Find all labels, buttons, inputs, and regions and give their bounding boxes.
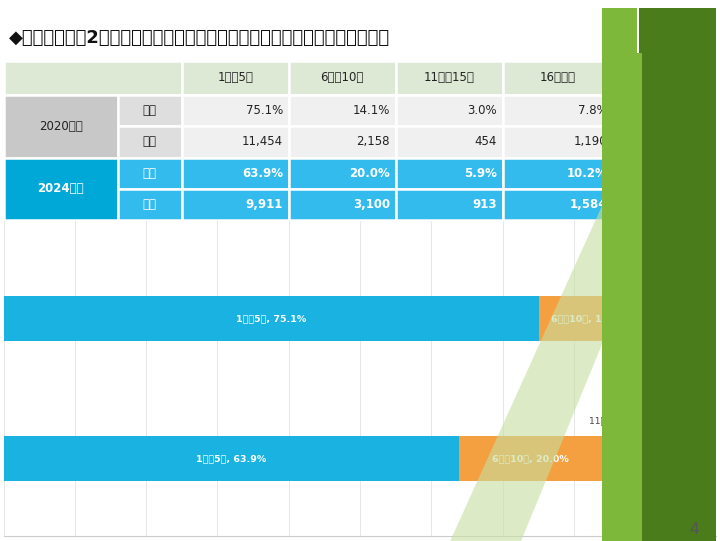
- Text: 14.1%: 14.1%: [353, 104, 390, 117]
- Text: 75.1%: 75.1%: [246, 104, 283, 117]
- Text: 10.2%: 10.2%: [567, 167, 608, 180]
- FancyBboxPatch shape: [117, 95, 181, 126]
- FancyBboxPatch shape: [396, 61, 503, 95]
- Text: 1,190: 1,190: [574, 135, 608, 148]
- Text: 3,100: 3,100: [353, 198, 390, 211]
- FancyBboxPatch shape: [289, 61, 396, 95]
- FancyBboxPatch shape: [181, 95, 289, 126]
- Text: 6回～10回: 6回～10回: [320, 71, 364, 84]
- FancyBboxPatch shape: [396, 189, 503, 220]
- FancyBboxPatch shape: [4, 61, 181, 95]
- Text: 63.9%: 63.9%: [242, 167, 283, 180]
- FancyBboxPatch shape: [503, 95, 613, 126]
- Text: 5.9%: 5.9%: [464, 167, 497, 180]
- Text: 16回以上: 16回以上: [540, 71, 576, 84]
- Text: 9,911: 9,911: [246, 198, 283, 211]
- Text: 16回以上, 10.2%: 16回以上, 10.2%: [649, 454, 711, 463]
- Bar: [639, 296, 661, 341]
- FancyBboxPatch shape: [289, 95, 396, 126]
- FancyBboxPatch shape: [603, 52, 642, 229]
- FancyBboxPatch shape: [4, 95, 117, 157]
- Text: 3.0%: 3.0%: [467, 104, 497, 117]
- Text: 11回～15回: 11回～15回: [423, 71, 474, 84]
- Text: 454: 454: [474, 135, 497, 148]
- FancyBboxPatch shape: [396, 126, 503, 157]
- FancyBboxPatch shape: [603, 8, 636, 61]
- Text: 件数: 件数: [143, 135, 157, 148]
- FancyBboxPatch shape: [639, 52, 716, 229]
- Text: 20.0%: 20.0%: [349, 167, 390, 180]
- FancyBboxPatch shape: [289, 126, 396, 157]
- Text: 7.8%: 7.8%: [577, 104, 608, 117]
- Text: 16回以上, 7.8%: 16回以上, 7.8%: [660, 314, 716, 323]
- FancyBboxPatch shape: [117, 189, 181, 220]
- Bar: [539, 296, 639, 341]
- FancyBboxPatch shape: [503, 189, 613, 220]
- Polygon shape: [446, 205, 660, 541]
- Text: 6回～10回, 20.0%: 6回～10回, 20.0%: [492, 454, 569, 463]
- FancyBboxPatch shape: [503, 157, 613, 189]
- Text: 4: 4: [689, 522, 698, 537]
- Text: 6回～10回, 14.1%: 6回～10回, 14.1%: [551, 314, 628, 323]
- FancyBboxPatch shape: [396, 95, 503, 126]
- Bar: [4, 296, 539, 341]
- Text: ◆あなたは直近2年以内で迷惑行為の被害にどの位あったことがありますか。: ◆あなたは直近2年以内で迷惑行為の被害にどの位あったことがありますか。: [9, 29, 390, 47]
- Text: 913: 913: [472, 198, 497, 211]
- Text: 2024年度: 2024年度: [37, 182, 84, 195]
- Text: 2,158: 2,158: [356, 135, 390, 148]
- FancyBboxPatch shape: [396, 157, 503, 189]
- Bar: [459, 436, 602, 481]
- Bar: [661, 296, 716, 341]
- FancyBboxPatch shape: [289, 189, 396, 220]
- FancyBboxPatch shape: [117, 126, 181, 157]
- Text: 11,454: 11,454: [242, 135, 283, 148]
- FancyBboxPatch shape: [603, 205, 642, 541]
- Text: 1回～5回: 1回～5回: [217, 71, 253, 84]
- Text: 2020年度: 2020年度: [39, 120, 83, 133]
- FancyBboxPatch shape: [117, 157, 181, 189]
- Bar: [644, 436, 716, 481]
- Text: 割合: 割合: [143, 104, 157, 117]
- FancyBboxPatch shape: [181, 61, 289, 95]
- FancyBboxPatch shape: [181, 157, 289, 189]
- Text: 11回～15回, 3.0%: 11回～15回, 3.0%: [616, 276, 684, 285]
- Text: 1回～5回, 75.1%: 1回～5回, 75.1%: [236, 314, 307, 323]
- FancyBboxPatch shape: [181, 189, 289, 220]
- FancyBboxPatch shape: [503, 126, 613, 157]
- Bar: [4, 436, 459, 481]
- Text: 11回～15回, 5.9%: 11回～15回, 5.9%: [589, 416, 657, 425]
- Text: 1回～5回, 63.9%: 1回～5回, 63.9%: [197, 454, 266, 463]
- FancyBboxPatch shape: [181, 126, 289, 157]
- Bar: [602, 436, 644, 481]
- FancyBboxPatch shape: [4, 157, 117, 220]
- FancyBboxPatch shape: [639, 8, 716, 61]
- FancyBboxPatch shape: [639, 205, 716, 541]
- Text: 件数: 件数: [143, 198, 157, 211]
- Text: 1,584: 1,584: [570, 198, 608, 211]
- FancyBboxPatch shape: [289, 157, 396, 189]
- Text: 割合: 割合: [143, 167, 157, 180]
- FancyBboxPatch shape: [503, 61, 613, 95]
